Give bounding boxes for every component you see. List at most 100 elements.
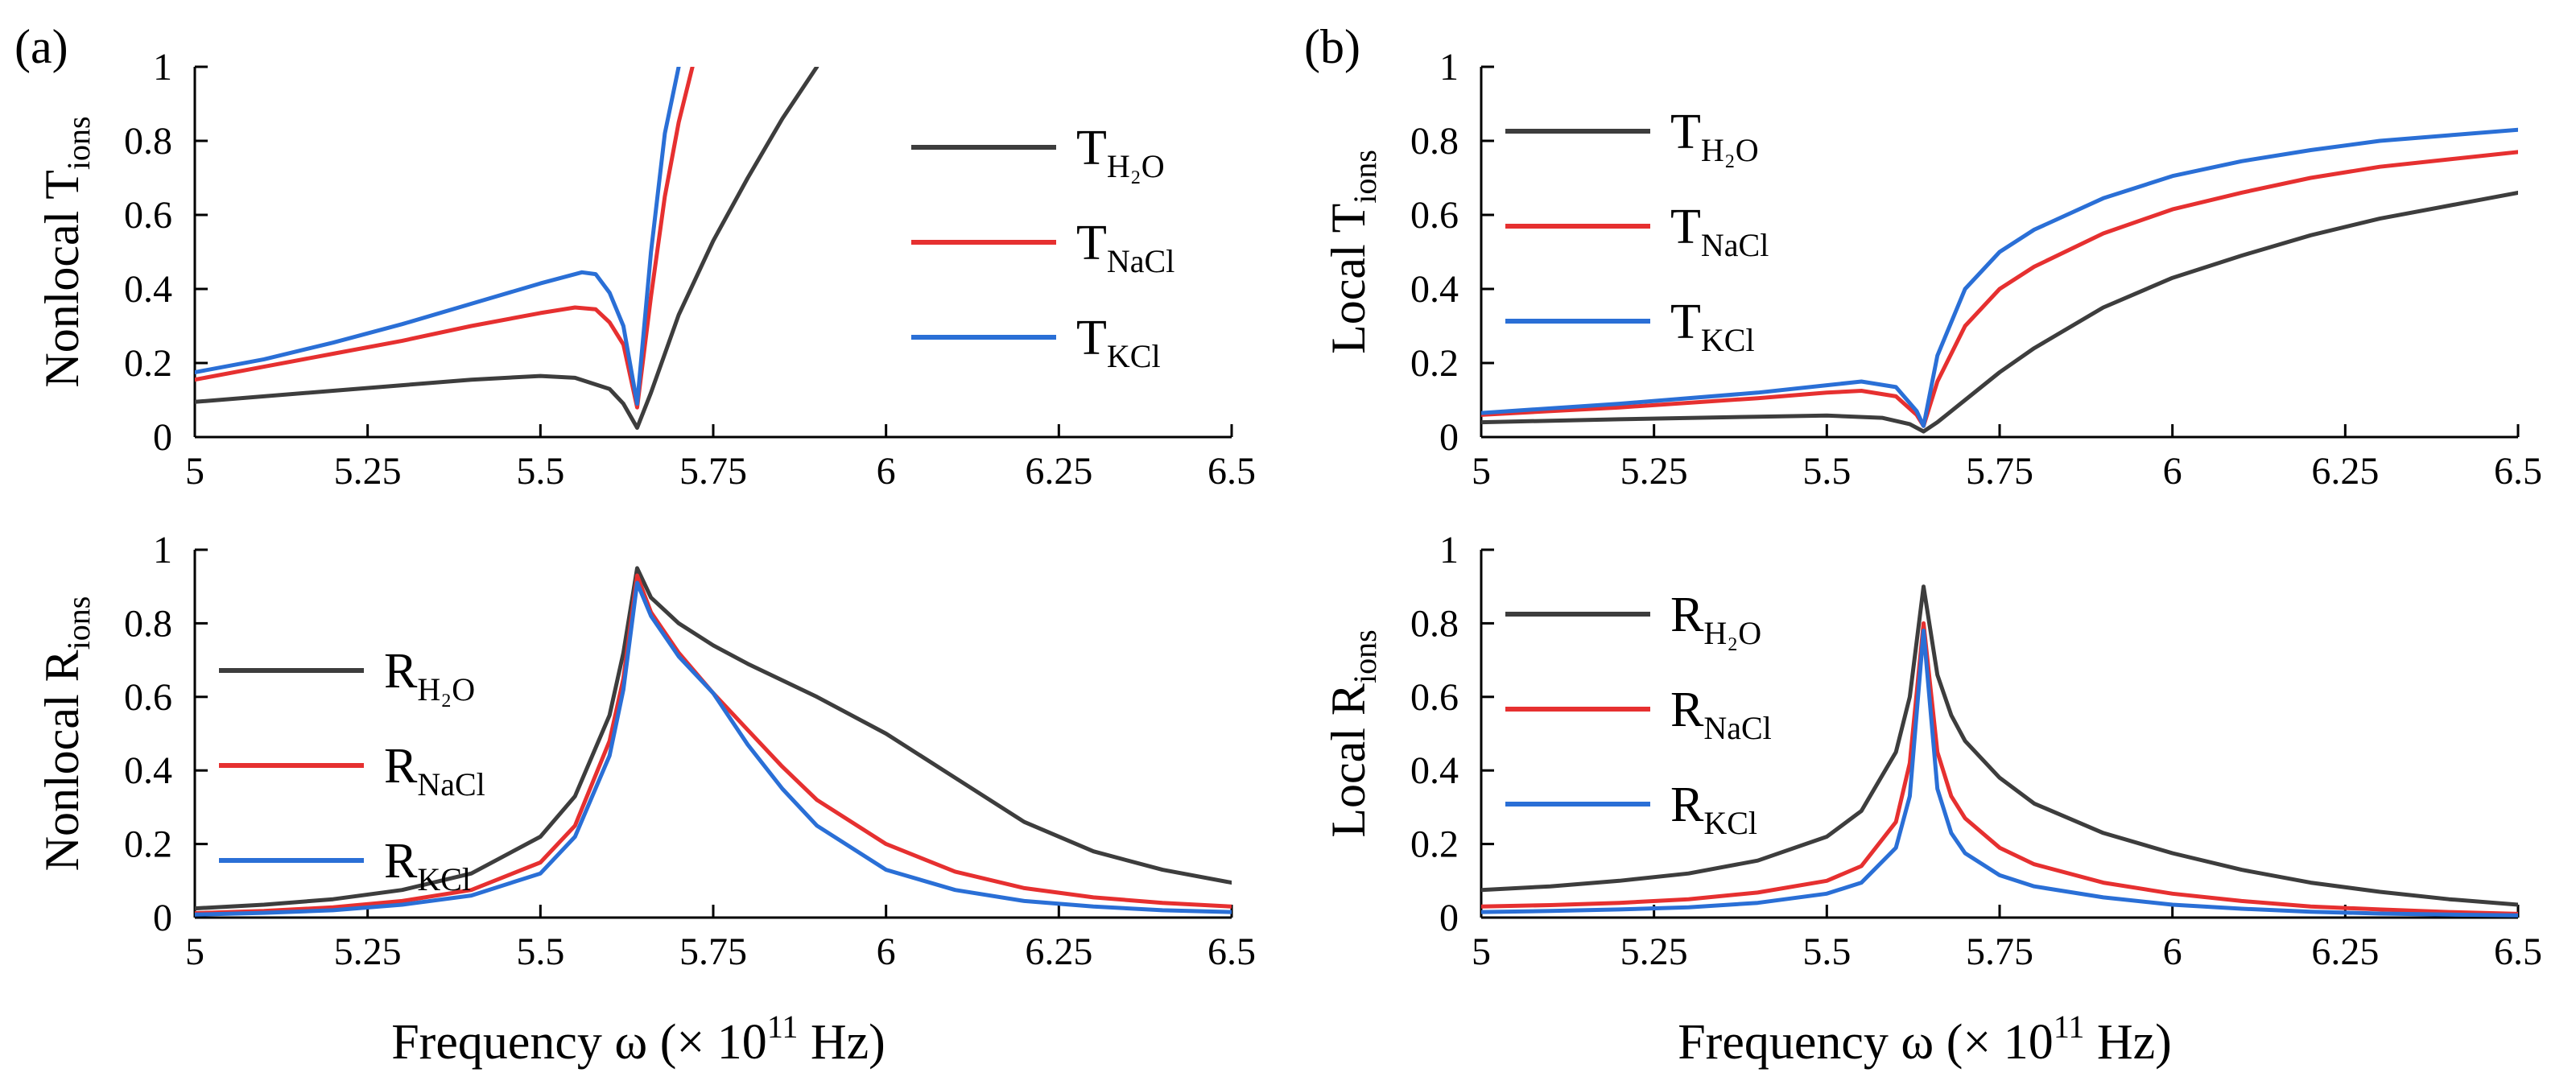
x-tick-label: 6 (2163, 450, 2182, 493)
y-tick-label: 0.6 (124, 194, 172, 237)
legend-entry-subscript: KCl (1107, 338, 1161, 374)
y-tick-label: 1 (1439, 46, 1459, 89)
legend-entry-name: T (1670, 295, 1701, 349)
legend-entry: TNaCl (1670, 200, 1769, 263)
x-tick-label: 5.5 (1802, 450, 1851, 493)
x-tick-label: 5 (185, 930, 204, 973)
legend-entry: RH₂O (1670, 588, 1761, 651)
x-axis-label-left: Frequency ω (× 1011 Hz) (391, 1009, 886, 1070)
legend-entry: TH₂O (1670, 105, 1759, 168)
legend-entry-name: T (1670, 105, 1701, 159)
y-tick-label: 0.4 (1410, 268, 1459, 311)
x-axis-label-exponent: 11 (2054, 1009, 2085, 1045)
series-line-NaCl (195, 573, 1232, 915)
legend-entry: RNaCl (384, 739, 485, 802)
legend-entry-name: T (1076, 216, 1107, 270)
x-axis-label-unit: Hz) (2084, 1015, 2171, 1070)
y-axis-label-text: Nonlocal T (35, 170, 89, 388)
legend-entry-subscript: NaCl (1107, 243, 1174, 279)
x-tick-label: 5 (185, 450, 204, 493)
y-tick-label: 0 (153, 897, 172, 939)
y-tick-label: 0.8 (1410, 602, 1459, 645)
legend-entry-subscript: H₂O (1703, 615, 1761, 651)
x-tick-label: 5.25 (1620, 450, 1688, 493)
chart-local_T: 5 5.25 5.5 5.75 6 6.25 6.5 0 0.2 0.4 0.6 0.8 1 Local … (1322, 46, 2542, 493)
y-tick-label: 0.6 (1410, 194, 1459, 237)
y-axis-label-text: Local T (1322, 204, 1375, 354)
y-tick-label: 0.6 (124, 676, 172, 719)
legend-entry-subscript: KCl (1703, 805, 1757, 841)
x-tick-label: 6.5 (1208, 930, 1256, 973)
series-line-KCl (195, 580, 1232, 917)
chart-nonlocal_T: 5 5.25 5.5 5.75 6 6.25 6.5 0 0.2 0.4 0.6 0.8 1 Nonloc… (35, 46, 1256, 493)
legend-entry: TKCl (1670, 295, 1755, 358)
y-tick-label: 0 (1439, 897, 1459, 939)
legend-entry-subscript: H₂O (1701, 132, 1759, 168)
x-axis-label-text: Frequency ω (× 10 (1678, 1015, 2054, 1070)
x-tick-label: 6.5 (1208, 450, 1256, 493)
series-line-H₂O (195, 67, 819, 430)
x-tick-label: 6 (2163, 930, 2182, 973)
x-tick-label: 5 (1472, 930, 1491, 973)
x-tick-label: 5 (1472, 450, 1491, 493)
y-axis-label-text: Nonlocal R (35, 650, 89, 871)
x-tick-label: 6.25 (1025, 450, 1092, 493)
series-line-H₂O (1481, 190, 2518, 434)
x-axis-label-text: Frequency ω (× 10 (391, 1015, 767, 1070)
series-line-NaCl (1481, 150, 2518, 428)
panel-label-a: (a) (14, 20, 68, 73)
x-tick-label: 6.5 (2494, 930, 2542, 973)
series-line-H₂O (1481, 584, 2518, 907)
x-tick-label: 6 (877, 930, 896, 973)
x-tick-label: 5.75 (679, 930, 747, 973)
panels: 5 5.25 5.5 5.75 6 6.25 6.5 0 0.2 0.4 0.6 0.8 1 Nonloc… (35, 46, 2542, 973)
series-line-NaCl (1481, 621, 2518, 916)
chart-local_R: 5 5.25 5.5 5.75 6 6.25 6.5 0 0.2 0.4 0.6 0.8 1 Local … (1322, 529, 2542, 973)
x-tick-label: 6.25 (2311, 930, 2379, 973)
legend-entry: TKCl (1076, 311, 1161, 374)
legend-entry-name: T (1670, 200, 1701, 254)
x-tick-label: 6.25 (1025, 930, 1092, 973)
x-tick-label: 5.5 (516, 450, 564, 493)
y-axis-label-subscript: ions (60, 116, 97, 170)
x-axis-label-exponent: 11 (767, 1009, 799, 1045)
y-axis-label: Nonlocal Tions (35, 116, 97, 387)
x-tick-label: 5.75 (679, 450, 747, 493)
legend-entry-name: T (1076, 121, 1107, 175)
panel-label-b: (b) (1304, 20, 1360, 73)
legend-entry-name: R (1670, 588, 1704, 642)
legend-entry-subscript: H₂O (417, 671, 475, 708)
x-tick-label: 6.25 (2311, 450, 2379, 493)
legend-entry-subscript: NaCl (1703, 710, 1771, 746)
y-tick-label: 1 (153, 46, 172, 89)
x-tick-label: 5.5 (1802, 930, 1851, 973)
legend: RH₂O RNaCl RKCl (219, 644, 485, 897)
y-axis-label-text: Local R (1322, 683, 1375, 838)
legend-entry: RKCl (384, 834, 471, 897)
legend-entry-name: R (1670, 683, 1704, 737)
series-line-NaCl (195, 67, 695, 410)
x-tick-label: 5.5 (516, 930, 564, 973)
y-tick-label: 0.6 (1410, 676, 1459, 719)
y-axis-label-subscript: ions (1347, 150, 1383, 204)
legend-entry: TNaCl (1076, 216, 1174, 279)
x-tick-label: 6.5 (2494, 450, 2542, 493)
y-axis-label: Local Rions (1322, 629, 1383, 837)
legend-entry: RKCl (1670, 778, 1757, 841)
x-tick-label: 5.75 (1966, 450, 2033, 493)
x-tick-label: 5.25 (1620, 930, 1688, 973)
legend-entry-subscript: H₂O (1107, 148, 1165, 184)
legend-entry-name: R (384, 644, 418, 699)
legend-entry-name: T (1076, 311, 1107, 365)
legend-entry-subscript: KCl (417, 861, 471, 897)
x-tick-label: 5.25 (334, 930, 402, 973)
legend-entry-name: R (1670, 778, 1704, 832)
y-tick-label: 0.4 (124, 268, 172, 311)
x-axis-label-right: Frequency ω (× 1011 Hz) (1678, 1009, 2172, 1070)
y-tick-label: 0.2 (1410, 342, 1459, 385)
y-tick-label: 0.8 (1410, 120, 1459, 163)
y-axis-label: Nonlocal Rions (35, 596, 97, 872)
